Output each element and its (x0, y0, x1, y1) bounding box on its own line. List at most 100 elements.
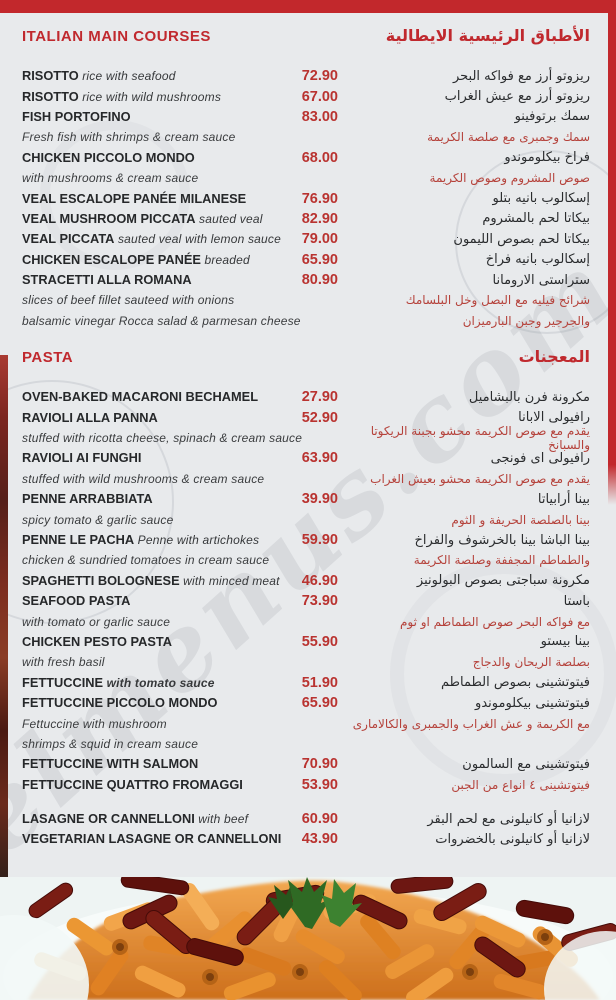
item-name: SPAGHETTI BOLOGNESE with minced meat (22, 572, 280, 588)
menu-item-row: VEGETARIAN LASAGNE OR CANNELLONI 43.90 لاز… (22, 829, 590, 849)
item-description: with fresh basil (22, 655, 105, 670)
item-price: 70.90 (301, 756, 338, 773)
item-name-arabic: باستا (563, 593, 590, 609)
item-price: 79.00 (301, 231, 338, 248)
item-price: 73.90 (301, 593, 338, 610)
menu-item-row: VEAL PICCATA sauted veal with lemon sauc… (22, 229, 590, 249)
item-name: CHICKEN PESTO PASTA (22, 633, 173, 649)
item-english: RISOTTO rice with wild mushrooms 67.00 (22, 89, 338, 105)
item-name-arabic: فيتوتشينى ٤ انواع من الجبن (451, 777, 590, 792)
item-english: VEGETARIAN LASAGNE OR CANNELLONI 43.90 (22, 831, 338, 847)
menu-item-row: STRACETTI ALLA ROMANA 80.90 ستراستى الاروم… (22, 270, 590, 290)
item-price: 39.90 (301, 491, 338, 508)
menu-description-row: with tomato or garlic sauce مع فواكه البح… (22, 611, 590, 631)
menu-item-row: RAVIOLI AI FUNGHI 63.90 رافيولى اى فونجى (22, 448, 590, 468)
item-price: 60.90 (301, 811, 338, 828)
item-english: VEAL ESCALOPE PANÉE MILANESE 76.90 (22, 191, 338, 207)
item-name-arabic: لازانيا أو كانيلونى مع لحم البقر (427, 811, 590, 827)
item-name-arabic: إسكالوب بانيه بتلو (492, 191, 590, 207)
item-price: 63.90 (301, 450, 338, 467)
left-page-edge-photo-sliver (0, 355, 8, 877)
item-english: OVEN-BAKED MACARONI BECHAMEL 27.90 (22, 389, 338, 405)
item-english: PENNE LE PACHA Penne with artichokes 59.9… (22, 532, 338, 548)
menu-item-row: VEAL ESCALOPE PANÉE MILANESE 76.90 إسكالوب… (22, 188, 590, 208)
item-english: STRACETTI ALLA ROMANA 80.90 (22, 272, 338, 288)
item-description: shrimps & squid in cream sauce (22, 736, 199, 751)
item-english: RAVIOLI AI FUNGHI 63.90 (22, 450, 338, 466)
item-english: SEAFOOD PASTA 73.90 (22, 593, 338, 609)
menu-item-row: RISOTTO rice with wild mushrooms 67.00 ريز… (22, 86, 590, 106)
item-name-arabic: بيكاتا لحم بالمشروم (482, 211, 590, 227)
item-qualifier: rice with seafood (78, 69, 176, 84)
item-english: FETTUCCINE QUATTRO FROMAGGI 53.90 (22, 777, 338, 793)
item-description: balsamic vinegar Rocca salad & parmesan … (22, 313, 301, 328)
item-price: 82.90 (301, 210, 338, 227)
item-name-arabic: ستراستى الارومانا (492, 272, 590, 288)
section-header: PASTA المعجنات (22, 347, 590, 371)
section-title-english: PASTA (22, 349, 74, 367)
item-name-arabic: فراخ بيكلوموندو (504, 150, 590, 166)
menu-item-row: SEAFOOD PASTA 73.90 باستا (22, 591, 590, 611)
item-price: 52.90 (301, 409, 338, 426)
menu-item-row: FETTUCCINE QUATTRO FROMAGGI 53.90 فيتوتشين… (22, 775, 590, 795)
item-description-arabic: شرائح فيليه مع البصل وخل البلسامك (405, 293, 590, 308)
item-name-arabic: بيكاتا لحم بصوص الليمون (453, 231, 590, 247)
item-description: Fresh fish with shrimps & cream sauce (22, 130, 236, 145)
item-name: OVEN-BAKED MACARONI BECHAMEL (22, 389, 259, 405)
menu-description-row: Fettuccine with mushroom مع الكريمة و عش … (22, 713, 590, 733)
item-price: 76.90 (301, 190, 338, 207)
menu-description-row: balsamic vinegar Rocca salad & parmesan … (22, 311, 590, 331)
item-name-arabic: فيتوتشينى بصوص الطماطم (441, 675, 590, 691)
item-description: spicy tomato & garlic sauce (22, 512, 174, 527)
item-description: with tomato or garlic sauce (22, 614, 171, 629)
item-description: with mushrooms & cream sauce (22, 171, 199, 186)
item-name: FISH PORTOFINO (22, 108, 131, 124)
section-title-arabic: المعجنات (518, 347, 590, 367)
background-swirl-decoration (455, 150, 616, 334)
item-description: stuffed with wild mushrooms & cream sauc… (22, 471, 265, 486)
item-price: 51.90 (301, 674, 338, 691)
item-english: CHICKEN ESCALOPE PANÉE breaded 65.90 (22, 252, 338, 268)
item-name: FETTUCCINE with tomato sauce (22, 674, 215, 690)
item-description-arabic: سمك وجمبرى مع صلصة الكريمة (427, 130, 590, 145)
item-price: 65.90 (301, 251, 338, 268)
menu-item-row: OVEN-BAKED MACARONI BECHAMEL 27.90 مكرونة … (22, 387, 590, 407)
item-price: 55.90 (301, 633, 338, 650)
item-price: 67.00 (301, 88, 338, 105)
menu-description-row: spicy tomato & garlic sauce بينا بالصلصة … (22, 509, 590, 529)
item-name-arabic: ريزوتو أرز مع عيش الغراب (444, 89, 590, 105)
item-name: FETTUCCINE PICCOLO MONDO (22, 695, 218, 711)
menu-item-row: CHICKEN PESTO PASTA 55.90 بينا بيستو (22, 632, 590, 652)
item-english: RAVIOLI ALLA PANNA 52.90 (22, 410, 338, 426)
item-description: slices of beef fillet sauteed with onion… (22, 293, 235, 308)
item-qualifier: sauted veal (195, 211, 263, 226)
section-header: ITALIAN MAIN COURSES الأطباق الرئيسية ال… (22, 26, 590, 50)
item-english: VEAL PICCATA sauted veal with lemon sauc… (22, 231, 338, 247)
item-description-arabic: صوص المشروم وصوص الكريمة (429, 171, 590, 186)
item-name: RISOTTO rice with wild mushrooms (22, 88, 222, 104)
item-name-arabic: بينا الباشا بينا بالخرشوف والفراخ (414, 532, 590, 548)
item-english: CHICKEN PESTO PASTA 55.90 (22, 634, 338, 650)
menu-item-row: RAVIOLI ALLA PANNA 52.90 رافيولى الابانا (22, 407, 590, 427)
menu-item-row: SPAGHETTI BOLOGNESE with minced meat 46.9… (22, 571, 590, 591)
section-rows: OVEN-BAKED MACARONI BECHAMEL 27.90 مكرونة … (22, 387, 590, 850)
item-qualifier: with tomato sauce (103, 675, 215, 690)
dish-photo (0, 877, 616, 1000)
menu-item-row: FETTUCCINE with tomato sauce 51.90 فيتوتشي… (22, 673, 590, 693)
item-english: RISOTTO rice with seafood 72.90 (22, 68, 338, 84)
item-name-arabic: رافيولى اى فونجى (490, 450, 590, 466)
menu-description-row: Fresh fish with shrimps & cream sauce سمك… (22, 127, 590, 147)
background-swirl-decoration (40, 120, 190, 270)
item-name: SEAFOOD PASTA (22, 593, 131, 609)
item-name-arabic: سمك برتوفينو (514, 109, 590, 125)
item-price: 72.90 (301, 68, 338, 85)
item-name: VEAL PICCATA sauted veal with lemon sauc… (22, 231, 281, 247)
item-name: FETTUCCINE QUATTRO FROMAGGI (22, 776, 243, 792)
top-red-bar (0, 0, 616, 13)
item-name: STRACETTI ALLA ROMANA (22, 272, 192, 288)
menu-item-row: FETTUCCINE PICCOLO MONDO 65.90 فيتوتشينى ب… (22, 693, 590, 713)
menu-description-row: with mushrooms & cream sauce صوص المشروم … (22, 168, 590, 188)
item-qualifier: sauted veal with lemon sauce (114, 232, 281, 247)
item-english: FETTUCCINE with tomato sauce 51.90 (22, 675, 338, 691)
item-name: PENNE ARRABBIATA (22, 491, 153, 507)
